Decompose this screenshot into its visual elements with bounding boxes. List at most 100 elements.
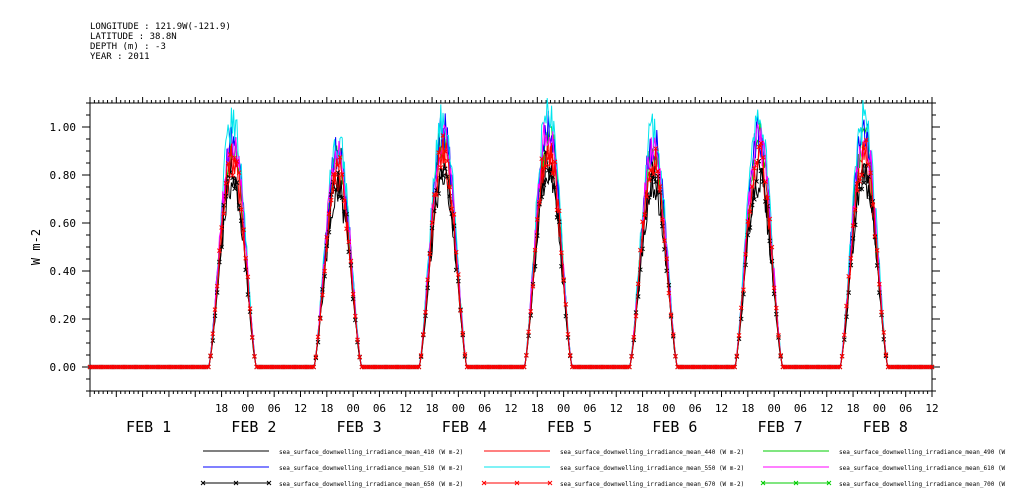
series-marker [528, 313, 534, 318]
x-date-label: FEB 5 [547, 418, 592, 436]
series-line-5 [90, 122, 932, 368]
series-line-0 [90, 162, 932, 368]
series-line-1 [90, 134, 932, 368]
year-label: YEAR : 2011 [90, 52, 150, 62]
depth-label: DEPTH (m) : -3 [90, 42, 166, 52]
series-marker [664, 256, 670, 262]
series-marker [352, 313, 358, 319]
x-hour-label: 00 [241, 402, 254, 415]
series-marker [530, 283, 536, 289]
series-marker [758, 168, 764, 174]
legend-marker-8 [793, 480, 799, 486]
y-axis-label: W m-2 [29, 229, 43, 265]
series-marker [434, 192, 439, 198]
series-marker [214, 283, 220, 289]
x-hour-label: 06 [478, 402, 491, 415]
series-marker [734, 353, 740, 359]
series-line-6 [90, 151, 932, 368]
x-hour-label: 18 [636, 402, 649, 415]
series-marker [543, 163, 549, 169]
x-date-label: FEB 3 [337, 418, 382, 436]
series-marker [219, 225, 224, 230]
series-marker [548, 161, 553, 167]
series-marker [311, 364, 317, 370]
series-marker [320, 292, 325, 298]
series-marker [328, 192, 334, 197]
series-marker [776, 333, 781, 338]
series-marker [217, 248, 222, 254]
series-marker [223, 193, 229, 199]
series-marker [769, 258, 775, 264]
series-marker [874, 248, 880, 253]
x-hour-label: 18 [425, 402, 438, 415]
series-marker [418, 353, 424, 358]
y-tick-label: 0.00 [50, 361, 77, 374]
series-marker [333, 186, 338, 192]
series-markers-7 [87, 133, 935, 370]
x-hour-label: 12 [399, 402, 412, 415]
series-marker [249, 334, 255, 340]
series-marker [453, 249, 459, 255]
series-marker [534, 217, 540, 222]
series-marker [324, 234, 330, 240]
series-marker [526, 329, 531, 335]
legend-marker-6 [233, 480, 239, 486]
series-marker [326, 211, 332, 216]
x-date-label: FEB 2 [231, 418, 276, 436]
x-hour-label: 12 [925, 402, 938, 415]
series-marker [666, 282, 672, 288]
legend-label-1: sea_surface_downwelling_irradiance_mean_… [560, 449, 744, 456]
x-hour-label: 12 [820, 402, 833, 415]
series-marker [763, 179, 768, 184]
series-marker [752, 196, 757, 202]
series-marker [638, 247, 643, 253]
series-marker [460, 331, 466, 336]
series-marker [445, 158, 450, 164]
series-marker [322, 268, 327, 274]
series-marker [451, 212, 457, 217]
x-hour-label: 06 [373, 402, 386, 415]
series-marker [883, 352, 889, 357]
series-marker [642, 212, 648, 218]
x-hour-label: 18 [215, 402, 228, 415]
series-marker [539, 156, 545, 162]
series-marker [756, 144, 762, 150]
series-marker [230, 173, 235, 178]
series-marker [850, 223, 856, 229]
x-date-label: FEB 6 [652, 418, 697, 436]
series-marker [241, 227, 246, 233]
series-marker [651, 175, 656, 181]
series-marker [666, 290, 672, 296]
series-marker [423, 309, 428, 315]
series-marker [232, 155, 238, 161]
series-marker [442, 149, 448, 154]
series-marker [313, 354, 319, 360]
series-marker [339, 195, 345, 201]
series-marker [673, 353, 678, 359]
series-marker [550, 170, 556, 176]
series-marker [337, 154, 343, 160]
x-date-label: FEB 4 [442, 418, 487, 436]
series-marker [227, 152, 233, 157]
series-marker [859, 186, 865, 192]
x-hour-label: 06 [794, 402, 807, 415]
x-hour-label: 18 [320, 402, 333, 415]
x-hour-label: 00 [768, 402, 781, 415]
series-marker [773, 305, 779, 311]
series-marker [556, 219, 562, 225]
series-marker [651, 171, 656, 177]
series-marker [315, 334, 321, 340]
legend-marker-7 [514, 480, 520, 486]
series-marker [653, 146, 659, 151]
series-marker [247, 306, 253, 311]
series-marker [245, 292, 251, 297]
series-marker [881, 336, 887, 342]
y-tick-label: 0.80 [50, 169, 77, 182]
series-marker [837, 364, 843, 370]
series-marker [877, 281, 882, 287]
series-marker [866, 162, 871, 167]
x-hour-label: 00 [873, 402, 886, 415]
series-marker [767, 216, 773, 222]
series-marker [523, 352, 529, 358]
